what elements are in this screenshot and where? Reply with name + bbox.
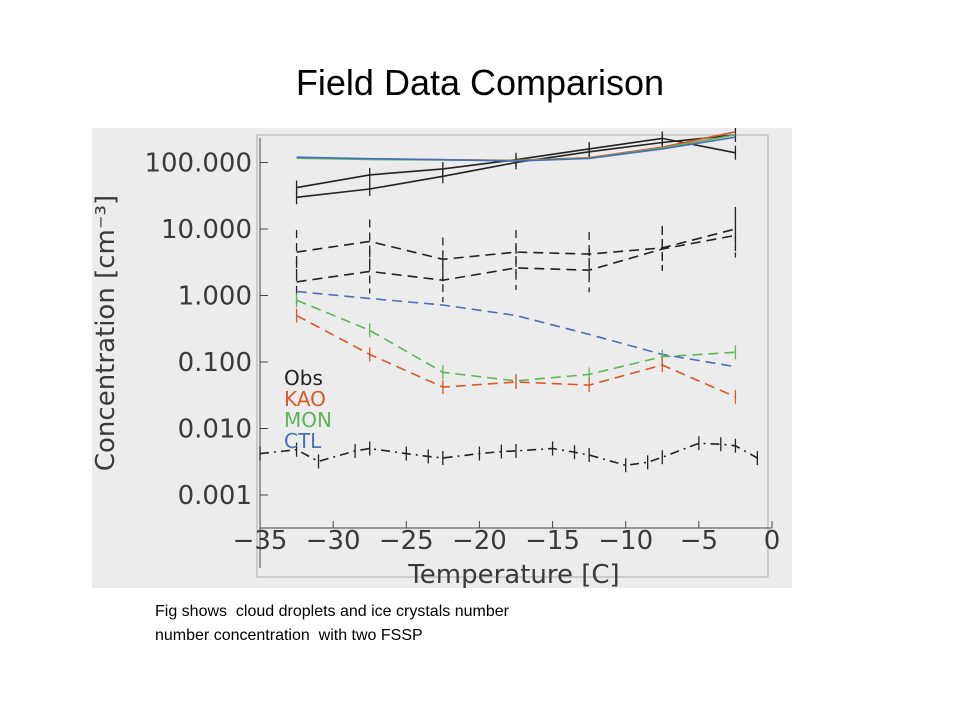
x-tick-label: −5 bbox=[680, 526, 718, 556]
y-tick-label: 100.000 bbox=[144, 149, 252, 179]
x-tick-label: −30 bbox=[306, 526, 361, 556]
x-tick-label: 0 bbox=[764, 526, 781, 556]
legend-label-ctl: CTL bbox=[284, 429, 322, 453]
chart-background bbox=[92, 128, 792, 588]
caption-line-2: number concentration with two FSSP bbox=[155, 627, 423, 644]
y-tick-label: 0.001 bbox=[178, 481, 252, 511]
legend-label-mon: MON bbox=[284, 408, 332, 432]
caption-line-1: Fig shows cloud droplets and ice crystal… bbox=[155, 603, 509, 620]
series-line-obs-dashed bbox=[296, 234, 736, 283]
legend-label-obs: Obs bbox=[284, 366, 323, 390]
axis-labels: Temperature [C] Concentration [cm⁻³] bbox=[92, 195, 620, 588]
y-tick-label: 0.100 bbox=[178, 348, 252, 378]
plot-frame bbox=[256, 134, 769, 578]
y-axis-label: Concentration [cm⁻³] bbox=[92, 195, 121, 471]
y-tick-label: 0.010 bbox=[178, 415, 252, 445]
x-axis-label: Temperature [C] bbox=[407, 560, 619, 588]
series-line-ctl-solid bbox=[296, 136, 736, 162]
legend-label-kao: KAO bbox=[284, 387, 326, 411]
series-group bbox=[259, 128, 759, 473]
slide-title: Field Data Comparison bbox=[295, 62, 665, 103]
figure-caption: Fig shows cloud droplets and ice crystal… bbox=[155, 600, 715, 648]
x-tick-label: −25 bbox=[379, 526, 434, 556]
y-tick-label: 10.000 bbox=[161, 215, 252, 245]
x-tick-label: −20 bbox=[452, 526, 507, 556]
x-tick-label: −15 bbox=[525, 526, 580, 556]
x-tick-label: −10 bbox=[598, 526, 653, 556]
y-tick-label: 1.000 bbox=[178, 282, 252, 312]
x-tick-label: −35 bbox=[233, 526, 288, 556]
